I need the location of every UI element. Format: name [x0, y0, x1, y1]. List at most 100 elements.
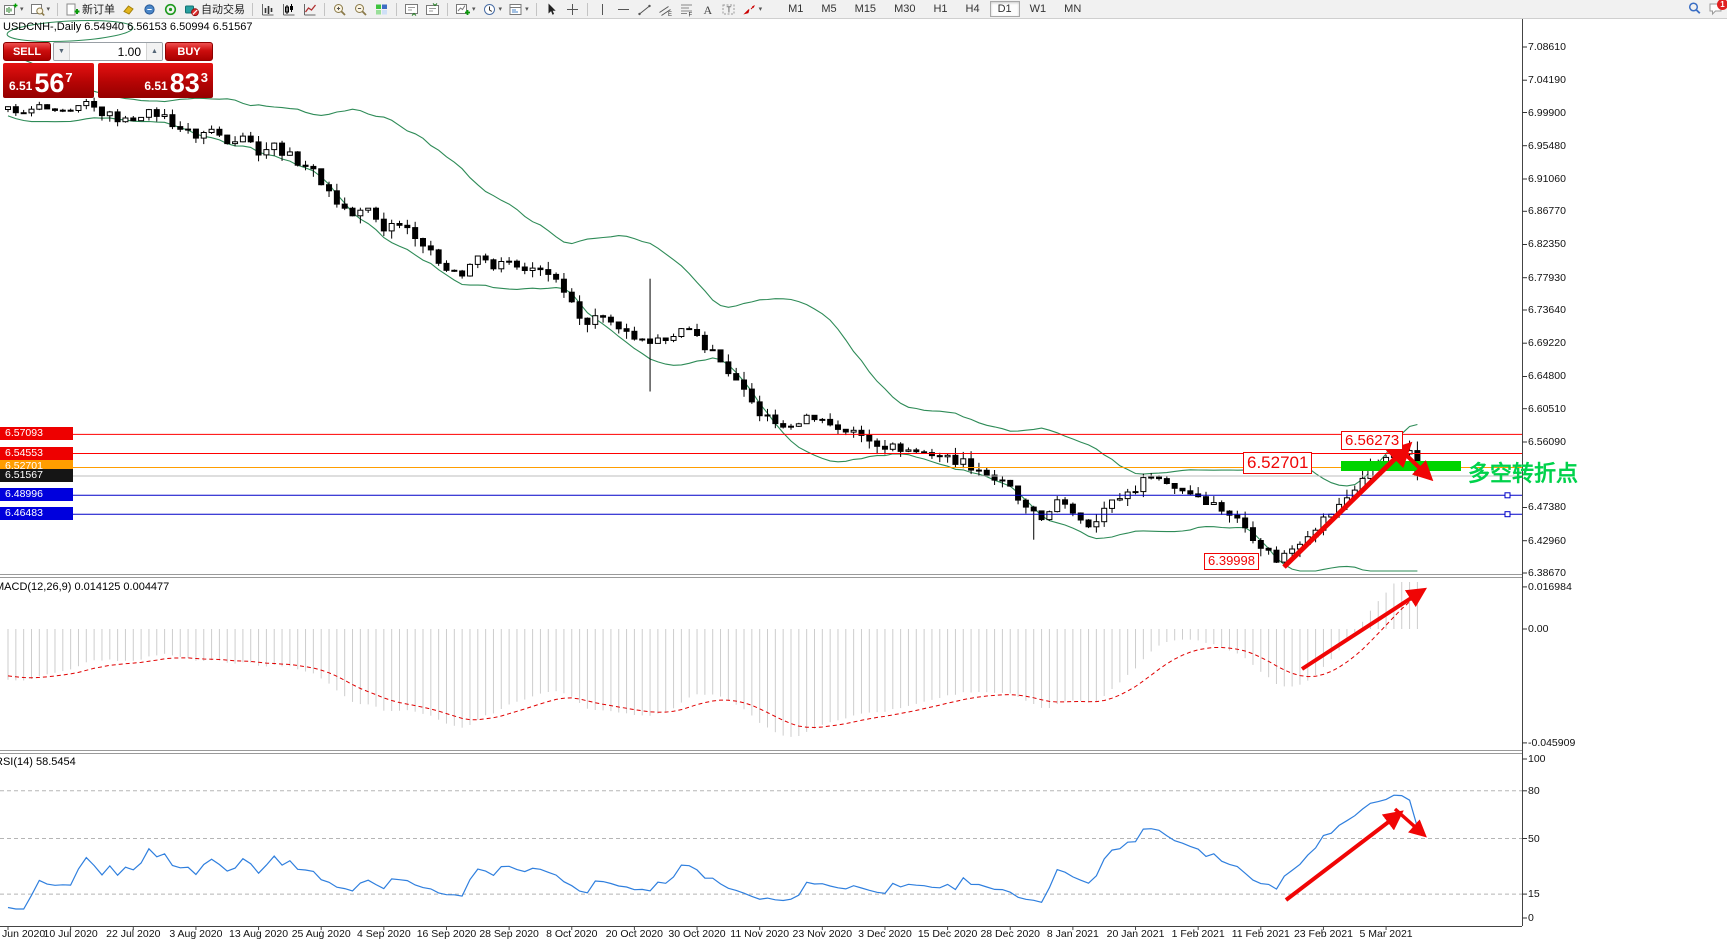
data-window-icon[interactable] — [402, 1, 421, 17]
trend-arrow — [1282, 441, 1413, 569]
svg-text:F: F — [688, 12, 692, 17]
volume-stepper: ▼ ▲ — [53, 42, 163, 61]
vertical-line-icon[interactable] — [593, 1, 612, 17]
sell-price-prefix: 6.51 — [9, 79, 33, 93]
profiles-icon — [30, 2, 45, 17]
autotrading-button — [184, 2, 199, 17]
vertical-line-icon — [595, 2, 610, 17]
timeframe-m5-button[interactable]: M5 — [821, 3, 837, 15]
buy-price-display[interactable]: 6.51 83 3 — [98, 63, 213, 98]
add-indicator-icon[interactable]: ▾ — [453, 1, 478, 17]
label-icon: T — [721, 2, 736, 17]
timeframe-m15-button[interactable]: M15 — [854, 3, 877, 15]
dropdown-caret-icon[interactable]: ▾ — [20, 6, 24, 13]
timeframe-h4-button[interactable]: H4 — [965, 3, 980, 15]
periods-icon[interactable]: ▾ — [480, 1, 505, 17]
broadcast-icon[interactable] — [161, 1, 180, 17]
line-chart-icon — [302, 2, 317, 17]
zoom-in-icon[interactable] — [330, 1, 349, 17]
trendline-icon[interactable] — [635, 1, 654, 17]
expert-advisors-icon[interactable] — [119, 1, 138, 17]
search-icon[interactable] — [1687, 1, 1702, 21]
notifications-icon[interactable]: 1 — [1708, 0, 1727, 21]
buy-button[interactable]: BUY — [165, 42, 213, 61]
scripts-icon[interactable] — [140, 1, 159, 17]
timeframe-m1-button[interactable]: M1 — [788, 3, 804, 15]
timeframe-h1-button[interactable]: H1 — [933, 3, 948, 15]
dropdown-caret-icon[interactable]: ▾ — [472, 6, 476, 13]
volume-input[interactable] — [70, 43, 146, 60]
zoom-out-icon — [353, 2, 368, 17]
line-chart-icon[interactable] — [300, 1, 319, 17]
buy-price-pip: 3 — [200, 70, 208, 85]
fibonacci-icon: F — [679, 2, 694, 17]
dropdown-caret-icon[interactable]: ▾ — [525, 6, 529, 13]
profiles-icon[interactable]: ▾ — [28, 1, 53, 17]
trend-arrow — [1399, 448, 1434, 482]
zoom-out-icon[interactable] — [351, 1, 370, 17]
new-order-button[interactable]: 新订单 — [63, 1, 117, 17]
navigator-icon[interactable] — [423, 1, 442, 17]
dropdown-caret-icon[interactable]: ▾ — [758, 6, 763, 13]
add-indicator-icon — [455, 2, 471, 17]
dropdown-caret-icon[interactable]: ▾ — [46, 6, 51, 13]
new-chart-icon[interactable]: ▾ — [1, 1, 26, 17]
trend-arrow — [1284, 810, 1404, 902]
scripts-icon — [142, 2, 157, 17]
volume-increase-button[interactable]: ▲ — [146, 43, 162, 60]
buy-price-prefix: 6.51 — [144, 79, 168, 93]
tile-windows-icon[interactable] — [372, 1, 391, 17]
autotrading-button-label: 自动交易 — [201, 4, 246, 16]
sell-price-display[interactable]: 6.51 56 7 — [3, 63, 94, 98]
horizontal-level-lines[interactable] — [0, 433, 1522, 518]
label-icon[interactable]: T — [719, 1, 738, 17]
symbol-circle-annotation — [6, 19, 134, 43]
broadcast-icon — [163, 2, 178, 17]
svg-text:E: E — [668, 12, 672, 17]
text-icon[interactable]: A — [698, 1, 717, 17]
notification-count-badge: 1 — [1717, 0, 1727, 10]
cursor-icon[interactable] — [542, 1, 561, 17]
text-icon: A — [700, 2, 715, 17]
autotrading-button[interactable]: 自动交易 — [182, 1, 247, 17]
sell-button[interactable]: SELL — [3, 42, 51, 61]
arrows-icon[interactable]: ▾ — [740, 1, 765, 17]
crosshair-icon[interactable] — [563, 1, 582, 17]
timeframe-d1-button[interactable]: D1 — [989, 1, 1020, 17]
timeframe-w1-button[interactable]: W1 — [1029, 3, 1047, 15]
crosshair-icon — [565, 2, 580, 17]
equidistant-channel-icon[interactable]: E — [656, 1, 675, 17]
trendline-icon — [637, 2, 652, 17]
svg-text:T: T — [726, 5, 731, 14]
toolbar-right-group: 1 — [1687, 0, 1727, 21]
main-toolbar: ▾ ▾ 新订单 自动交易 ▾ ▾ ▾ E F A T ▾ M1 M5 M15 M30 H1 H4 D1 W1 MN 1 — [0, 0, 1727, 19]
horizontal-line-icon — [616, 2, 631, 17]
trend-arrow — [1300, 587, 1428, 671]
data-window-icon — [404, 2, 419, 17]
horizontal-line-icon[interactable] — [614, 1, 633, 17]
candlestick-chart-icon[interactable] — [279, 1, 298, 17]
sell-price-pip: 7 — [65, 70, 73, 85]
sell-price-main: 56 — [34, 68, 65, 98]
template-icon[interactable]: ▾ — [506, 1, 531, 17]
arrows-icon — [742, 2, 757, 17]
trend-arrow — [1393, 807, 1427, 838]
pane-borders — [0, 18, 1523, 930]
timeframe-group: M1 M5 M15 M30 H1 H4 D1 W1 MN — [779, 1, 1090, 17]
timeframe-m30-button[interactable]: M30 — [894, 3, 916, 15]
volume-decrease-button[interactable]: ▼ — [54, 43, 70, 60]
timeframe-mn-button[interactable]: MN — [1064, 3, 1082, 15]
navigator-icon — [425, 2, 440, 17]
new-order-button-label: 新订单 — [82, 4, 116, 16]
dropdown-caret-icon[interactable]: ▾ — [498, 6, 503, 13]
cursor-icon — [544, 2, 559, 17]
bar-chart-icon[interactable] — [258, 1, 277, 17]
equidistant-channel-icon: E — [658, 2, 673, 17]
macd-layer — [7, 582, 1418, 737]
green-highlight-bar — [1341, 461, 1461, 471]
axis-tick-marks — [1522, 46, 1527, 919]
toolbar-separator — [396, 2, 398, 16]
fibonacci-icon[interactable]: F — [677, 1, 696, 17]
